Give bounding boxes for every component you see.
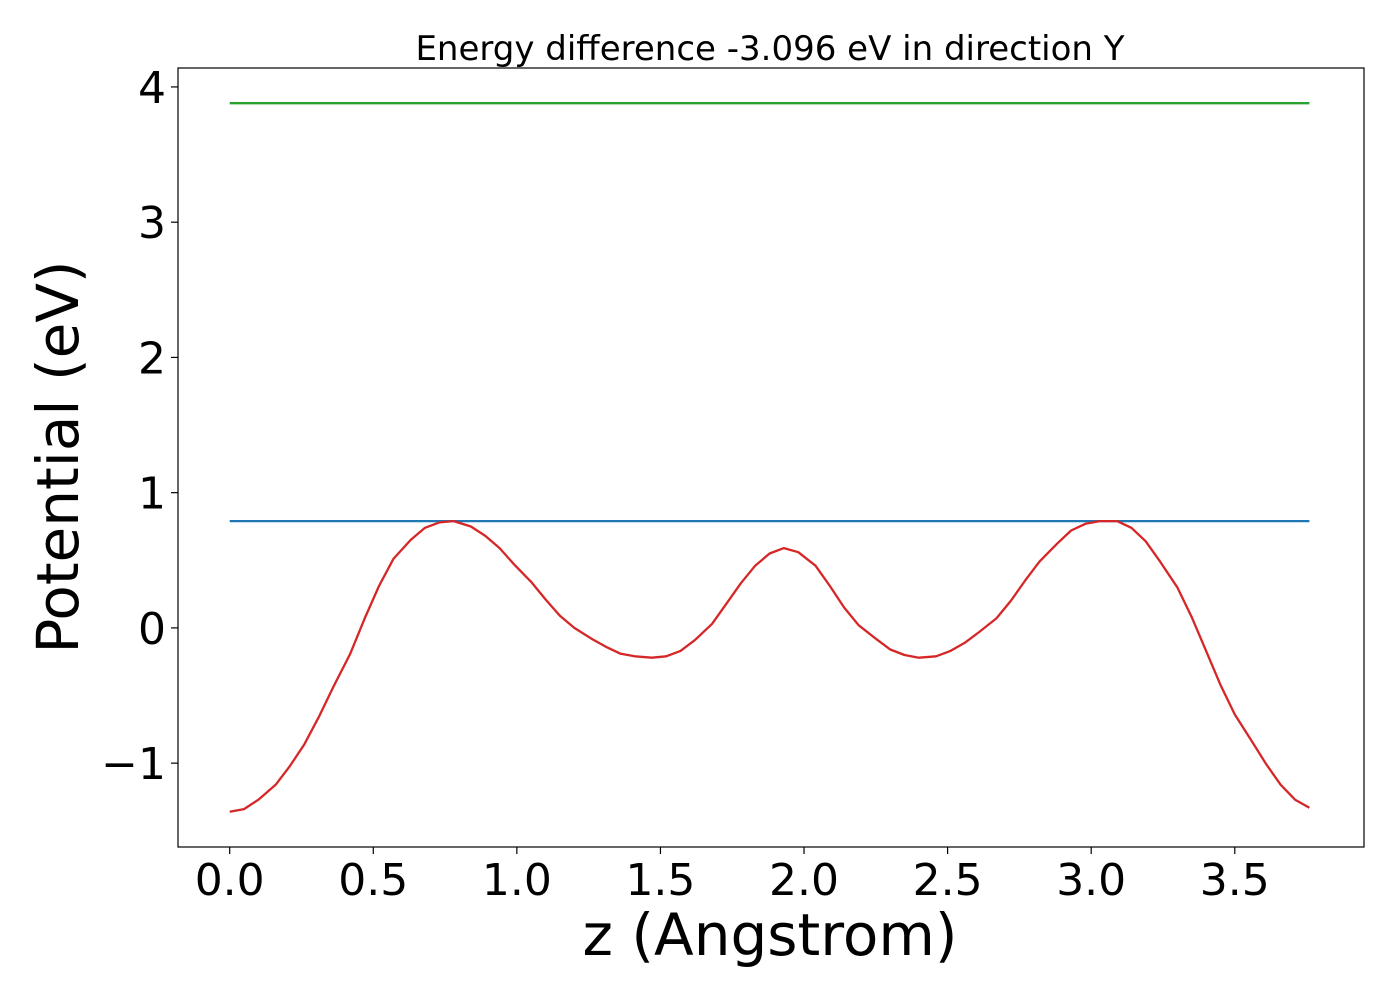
y-axis-label: Potential (eV) [24, 260, 92, 653]
y-tick-label: 2 [138, 333, 166, 384]
y-tick-label: 0 [138, 604, 166, 655]
x-tick-label: 2.5 [913, 855, 983, 906]
y-axis-ticks: −1 0 1 2 3 4 [101, 63, 178, 790]
y-tick-label: 3 [138, 198, 166, 249]
x-tick-label: 3.5 [1200, 855, 1270, 906]
x-axis-label: z (Angstrom) [583, 901, 958, 969]
x-tick-label: 0.0 [195, 855, 265, 906]
x-tick-label: 1.5 [625, 855, 695, 906]
series-line-2 [229, 519, 1310, 813]
x-tick-label: 2.0 [769, 855, 839, 906]
chart-title: Energy difference -3.096 eV in direction… [415, 29, 1124, 69]
x-tick-label: 1.0 [482, 855, 552, 906]
series-layer [229, 102, 1310, 813]
x-tick-label: 3.0 [1056, 855, 1126, 906]
plot-frame [177, 67, 1365, 848]
y-tick-label: −1 [101, 739, 166, 790]
y-tick-label: 1 [138, 469, 166, 520]
x-tick-label: 0.5 [338, 855, 408, 906]
x-axis-ticks: 0.0 0.5 1.0 1.5 2.0 2.5 3.0 3.5 [195, 847, 1270, 906]
y-tick-label: 4 [138, 63, 166, 114]
